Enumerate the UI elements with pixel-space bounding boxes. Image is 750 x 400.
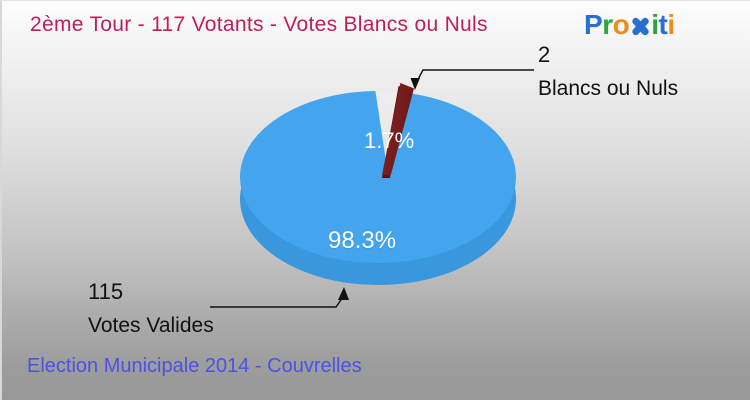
callout-blancs-nuls-label: Blancs ou Nuls: [538, 77, 679, 100]
pie-label-votes-valides-pct: 98.3%: [328, 227, 397, 254]
chart-title: 2ème Tour - 117 Votants - Votes Blancs o…: [30, 13, 488, 36]
proxiti-logo[interactable]: Pro iti: [584, 10, 675, 40]
pie-label-blancs-nuls-pct: 1.7%: [364, 128, 415, 153]
pie-graphic: [232, 83, 524, 305]
logo-letter-t: t: [658, 9, 668, 40]
logo-letter-r: r: [602, 9, 613, 40]
chart-footer: Election Municipale 2014 - Couvrelles: [27, 355, 362, 377]
leader-line-blancs-nuls: [410, 69, 534, 90]
callout-votes-valides-label: Votes Valides: [88, 314, 214, 337]
callout-blancs-nuls-value: 2: [538, 42, 551, 67]
callout-votes-valides-value: 115: [88, 279, 124, 304]
logo-letter-i1: i: [651, 9, 659, 40]
logo-x-cross-icon: [629, 15, 651, 37]
logo-letter-i2: i: [667, 9, 675, 40]
logo-letter-p: P: [584, 9, 603, 40]
pie-slice-votes-valides[interactable]: [240, 91, 516, 263]
logo-letter-o: o: [612, 9, 630, 40]
leader-line-votes-valides: [210, 287, 349, 308]
